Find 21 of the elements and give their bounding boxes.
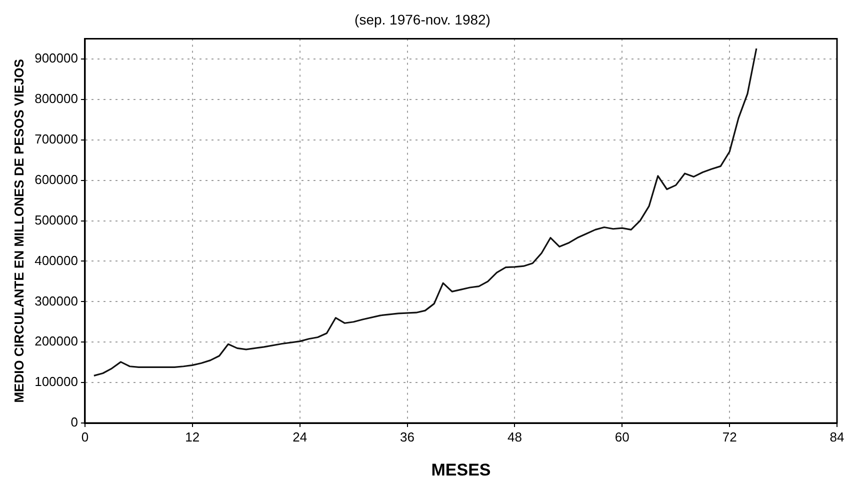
- y-tick-label: 100000: [34, 374, 78, 390]
- y-tick-label: 200000: [34, 334, 78, 349]
- y-tick-label: 600000: [34, 172, 78, 187]
- y-tick-label: 500000: [34, 212, 78, 228]
- y-tick-label: 400000: [34, 252, 78, 268]
- y-tick-label: 900000: [34, 50, 78, 66]
- x-axis-title: MESES: [431, 460, 491, 480]
- x-tick-label: 12: [185, 429, 200, 444]
- x-tick-label: 24: [292, 429, 308, 444]
- chart-title: (sep. 1976-nov. 1982): [354, 11, 490, 28]
- x-tick-label: 72: [722, 429, 737, 444]
- x-tick-label: 36: [400, 429, 415, 444]
- y-axis-title: MEDIO CIRCULANTE EN MILLONES DE PESOS VIEJOS: [11, 58, 26, 403]
- x-tick-label: 84: [830, 429, 844, 444]
- x-tick-label: 0: [81, 429, 89, 444]
- y-tick-label: 800000: [34, 91, 78, 106]
- y-tick-label: 0: [70, 414, 78, 430]
- x-tick-label: 60: [614, 429, 630, 444]
- y-tick-label: 700000: [34, 131, 78, 146]
- x-tick-label: 48: [507, 429, 522, 444]
- y-tick-label: 300000: [34, 293, 78, 308]
